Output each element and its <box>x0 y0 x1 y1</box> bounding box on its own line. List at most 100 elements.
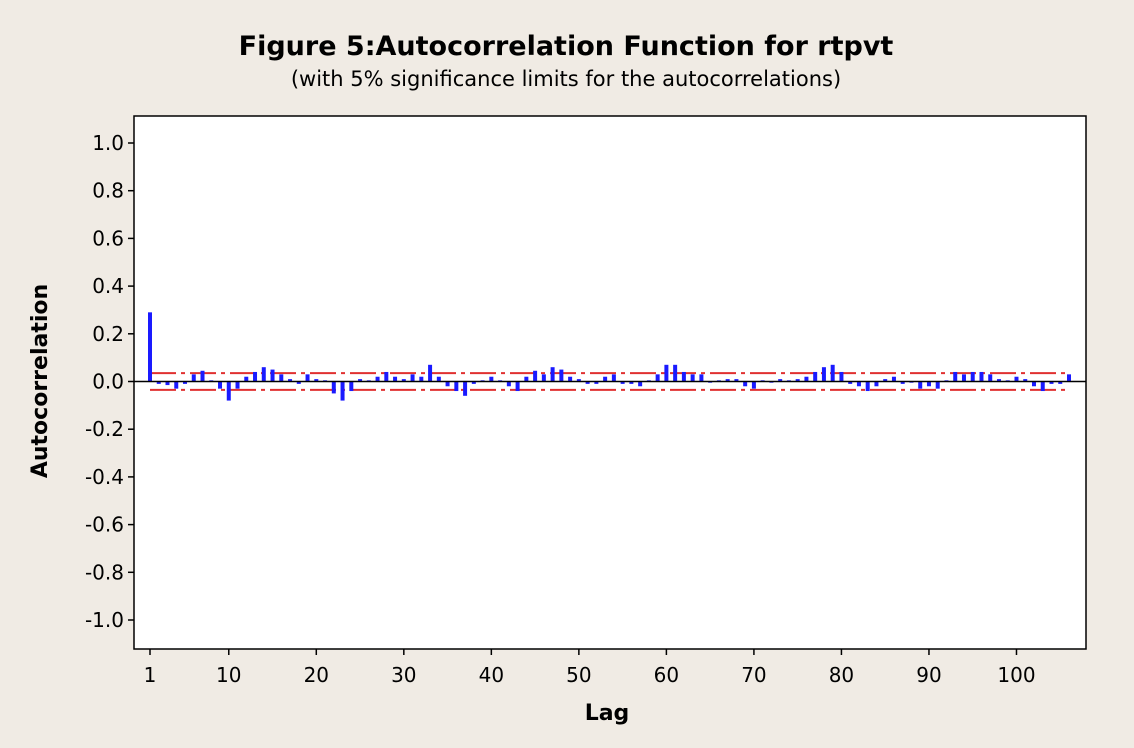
acf-bar <box>393 376 398 382</box>
acf-bar <box>165 381 170 386</box>
acf-bar <box>541 374 546 382</box>
acf-bar <box>445 381 450 387</box>
acf-bar <box>734 379 739 382</box>
acf-bar <box>778 379 783 382</box>
acf-bar <box>253 371 258 382</box>
x-tick-label: 10 <box>216 663 241 687</box>
acf-bar <box>340 381 345 401</box>
acf-bar <box>533 370 538 382</box>
acf-bar <box>436 376 441 382</box>
acf-bar <box>183 381 188 384</box>
acf-bar <box>970 371 975 382</box>
acf-bar <box>261 367 266 382</box>
acf-bar <box>384 371 389 382</box>
acf-bar <box>1031 381 1036 387</box>
acf-bar <box>865 381 870 392</box>
acf-bar <box>401 379 406 382</box>
acf-bar <box>664 364 669 382</box>
acf-bar <box>296 381 301 384</box>
acf-bars <box>148 312 1071 401</box>
acf-bar <box>979 371 984 382</box>
acf-bar <box>148 312 152 382</box>
y-tick-label: -0.6 <box>85 513 124 537</box>
acf-bar <box>848 381 853 384</box>
y-tick-label: -0.2 <box>85 417 124 441</box>
acf-bar <box>795 379 800 382</box>
acf-bar <box>1040 381 1045 392</box>
acf-bar <box>156 381 161 384</box>
acf-bar <box>358 379 363 382</box>
acf-bar <box>935 381 940 389</box>
x-axis-label: Lag <box>585 701 630 726</box>
y-tick-label: -0.4 <box>85 465 124 489</box>
x-tick-label: 30 <box>391 663 416 687</box>
acf-bar <box>638 381 643 387</box>
x-tick-label: 20 <box>304 663 329 687</box>
acf-bar <box>279 374 284 382</box>
y-tick-label: 1.0 <box>92 131 124 155</box>
acf-bar <box>874 381 879 387</box>
acf-bar <box>218 381 223 389</box>
acf-bar <box>883 379 888 382</box>
x-tick-label: 40 <box>479 663 504 687</box>
acf-bar <box>419 376 424 382</box>
acf-bar <box>410 374 415 382</box>
y-tick-label: 0.8 <box>92 179 124 203</box>
acf-bar <box>576 379 581 382</box>
y-tick-label: 0.6 <box>92 226 124 250</box>
y-tick-label: -0.8 <box>85 560 124 584</box>
acf-bar <box>996 379 1001 382</box>
acf-bar <box>1058 381 1063 384</box>
acf-bar <box>743 381 748 387</box>
x-tick-label: 70 <box>741 663 766 687</box>
x-tick-label: 1 <box>144 663 157 687</box>
acf-bar <box>804 376 809 382</box>
acf-bar <box>585 381 590 384</box>
acf-bar <box>751 381 756 389</box>
acf-bar <box>891 376 896 382</box>
acf-bar <box>524 376 529 382</box>
acf-bar <box>856 381 861 387</box>
acf-bar <box>288 379 293 382</box>
x-tick-label: 80 <box>829 663 854 687</box>
acf-bar <box>988 374 993 382</box>
acf-bar <box>471 381 476 384</box>
acf-bar <box>594 381 599 384</box>
acf-bar <box>226 381 231 401</box>
acf-bar <box>611 374 616 382</box>
y-axis: 1.0 0.8 0.6 0.4 0.2 0.0 -0.2 -0.4 -0.6 -0.8 -1.0 <box>85 131 134 632</box>
acf-bar <box>270 369 275 382</box>
acf-bar <box>681 371 686 382</box>
plot-area <box>133 115 1087 650</box>
acf-bar <box>314 379 319 382</box>
acf-bar <box>620 381 625 384</box>
chart-subtitle: (with 5% significance limits for the aut… <box>291 67 841 91</box>
y-tick-label: 0.0 <box>92 370 124 394</box>
x-tick-label: 90 <box>916 663 941 687</box>
acf-bar <box>191 374 196 382</box>
y-tick-label: -1.0 <box>85 608 124 632</box>
acf-bar <box>375 376 380 382</box>
chart-title: Figure 5:Autocorrelation Function for rt… <box>239 31 894 62</box>
acf-bar <box>690 374 695 382</box>
acf-bar <box>918 381 923 389</box>
acf-bar <box>235 381 240 389</box>
x-tick-label: 50 <box>566 663 591 687</box>
acf-bar <box>550 367 555 382</box>
acf-bar <box>463 381 468 396</box>
acf-bar <box>900 381 905 384</box>
acf-bar <box>331 381 336 394</box>
acf-bar <box>305 374 310 382</box>
acf-bar <box>655 374 660 382</box>
acf-bar <box>953 371 958 382</box>
acf-bar <box>830 364 835 382</box>
acf-bar <box>506 381 511 387</box>
acf-bar <box>699 374 704 382</box>
acf-bar <box>821 367 826 382</box>
acf-bar <box>174 381 179 389</box>
acf-bar <box>200 370 205 382</box>
acf-bar <box>961 374 966 382</box>
acf-bar <box>489 376 494 382</box>
y-axis-label: Autocorrelation <box>28 284 53 478</box>
